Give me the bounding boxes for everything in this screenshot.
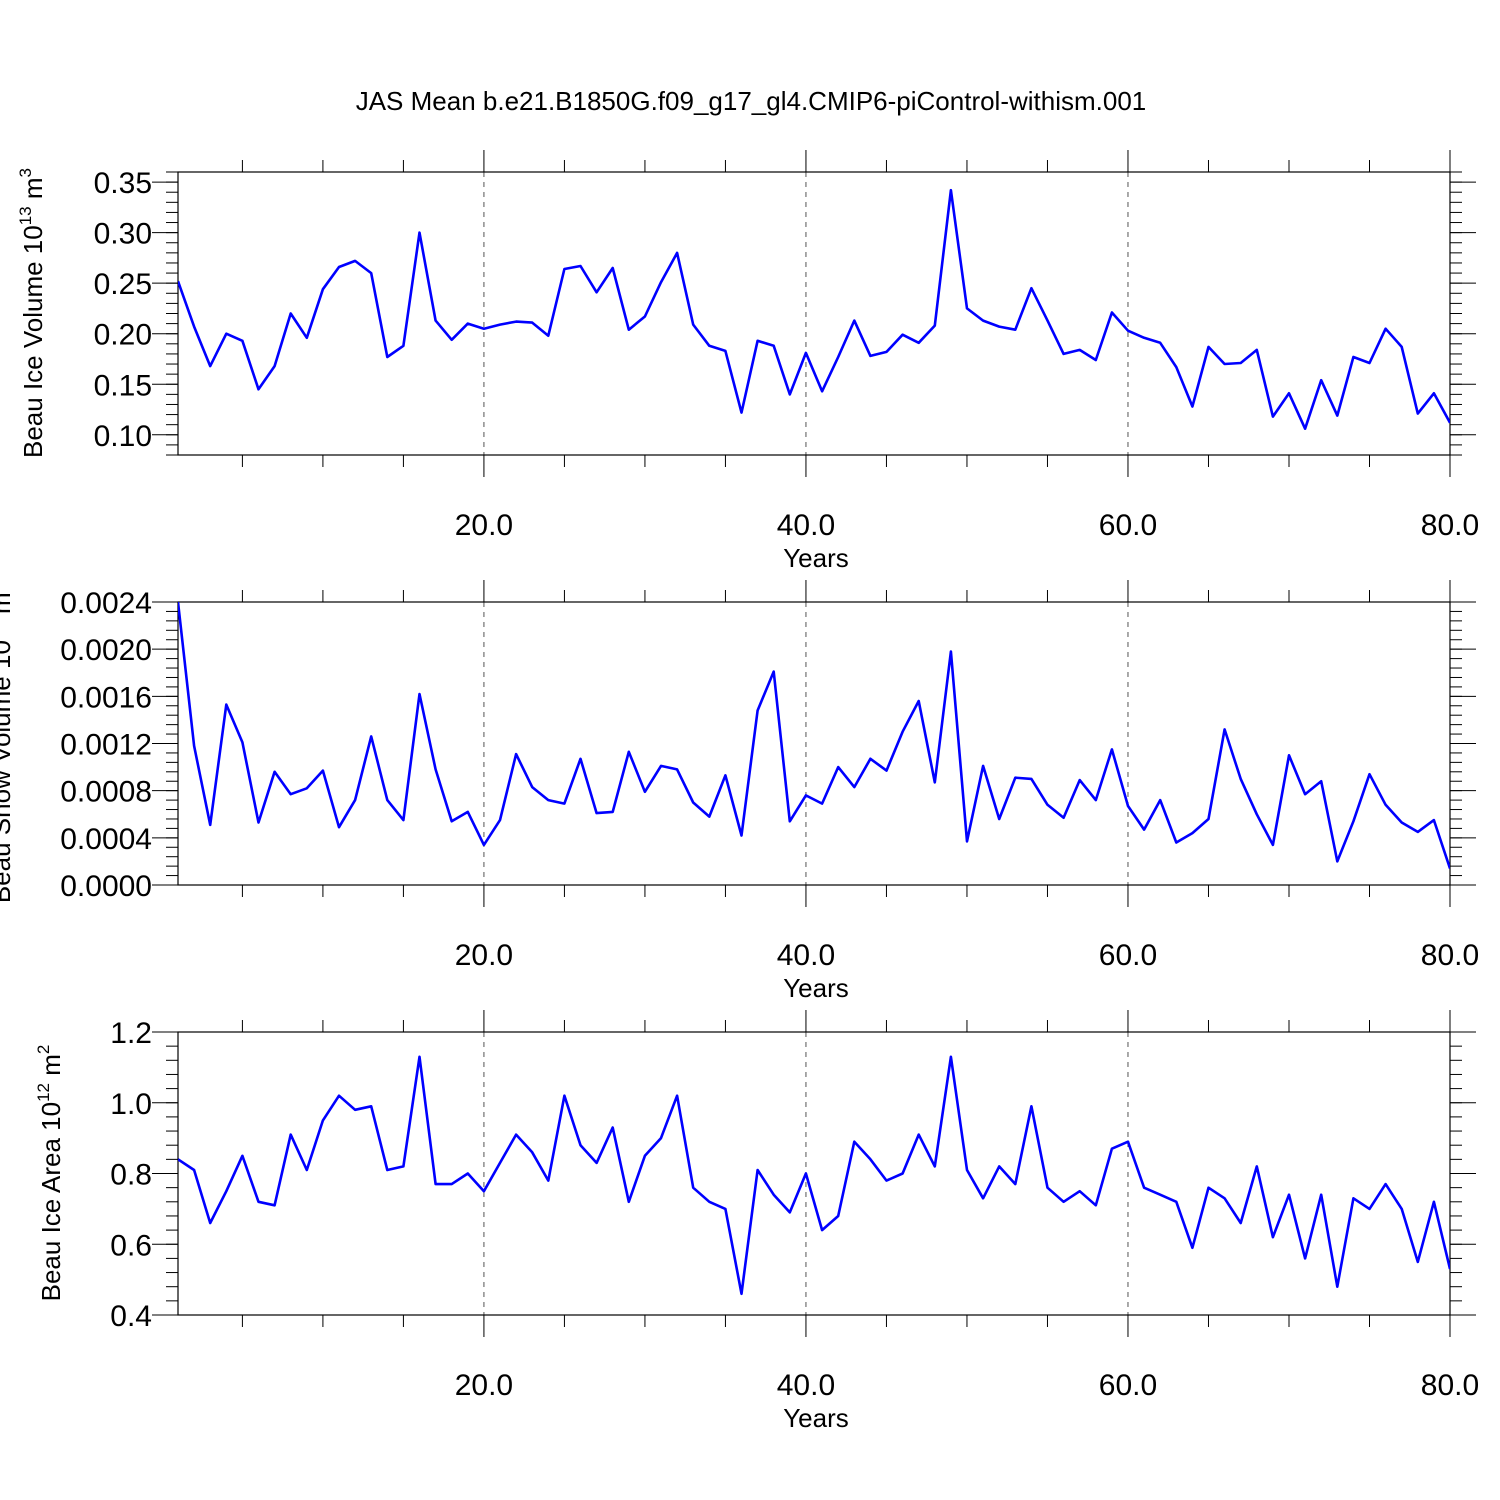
snow-volume-ytick-label: 0.0000 [60,870,152,903]
snow-volume-series-line [178,602,1450,869]
panel-ice-area: 20.0 40.0 60.0 80.0 0.4 0.6 0.8 1.0 1.2 Years Beau… [34,1010,1479,1433]
ice-area-ytick-label: 0.8 [110,1159,152,1192]
ice-volume-y-axis-label: Beau Ice Volume 1013 m3 [16,168,48,458]
snow-volume-ytick-label: 0.0012 [60,729,152,762]
ice-volume-ytick-label: 0.30 [94,218,152,251]
ice-area-ytick-label: 1.0 [110,1088,152,1121]
snow-volume-xtick-label: 80.0 [1421,939,1479,972]
ice-area-xtick-label: 20.0 [455,1369,513,1402]
ice-volume-x-axis-label: Years [783,543,849,573]
ice-volume-ytick-label: 0.25 [94,268,152,301]
ice-area-xtick-label: 60.0 [1099,1369,1157,1402]
ice-volume-xtick-label: 80.0 [1421,509,1479,542]
ice-volume-xtick-label: 60.0 [1099,509,1157,542]
ice-volume-ytick-label: 0.20 [94,319,152,352]
ice-volume-plot-frame [177,171,1451,456]
ice-volume-xtick-label: 40.0 [777,509,835,542]
snow-volume-ytick-label: 0.0020 [60,634,152,667]
ice-volume-xtick-label: 20.0 [455,509,513,542]
snow-volume-ytick-label: 0.0004 [60,823,152,856]
ice-volume-series-line [178,188,1450,431]
ice-area-ytick-label: 0.6 [110,1229,152,1262]
snow-volume-xtick-label: 20.0 [455,939,513,972]
ice-area-xtick-label: 40.0 [777,1369,835,1402]
snow-volume-ytick-label: 0.0016 [60,681,152,714]
ice-area-y-axis-label: Beau Ice Area 1012 m2 [34,1045,66,1302]
ice-area-ytick-label: 0.4 [110,1300,152,1333]
ice-volume-ytick-label: 0.35 [94,167,152,200]
snow-volume-xtick-label: 40.0 [777,939,835,972]
snow-volume-x-axis-label: Years [783,973,849,1003]
ice-area-series-line [178,1055,1450,1296]
figure-title: JAS Mean b.e21.B1850G.f09_g17_gl4.CMIP6-… [356,86,1147,116]
ice-area-xtick-label: 80.0 [1421,1369,1479,1402]
ice-volume-ytick-label: 0.15 [94,369,152,402]
ice-volume-ytick-label: 0.10 [94,420,152,453]
panel-ice-volume: 20.0 40.0 60.0 80.0 0.10 0.15 0.20 0.25 0.30 0.35… [16,150,1479,573]
snow-volume-y-axis-label: Beau Snow Volume 1013 m3 [0,583,16,903]
ice-area-ytick-label: 1.2 [110,1017,152,1050]
snow-volume-xtick-label: 60.0 [1099,939,1157,972]
snow-volume-ytick-label: 0.0024 [60,587,152,620]
panel-snow-volume: 20.0 40.0 60.0 80.0 0.0000 0.0004 0.0008 0.0012… [0,580,1479,1003]
snow-volume-ytick-label: 0.0008 [60,776,152,809]
ice-area-x-axis-label: Years [783,1403,849,1433]
